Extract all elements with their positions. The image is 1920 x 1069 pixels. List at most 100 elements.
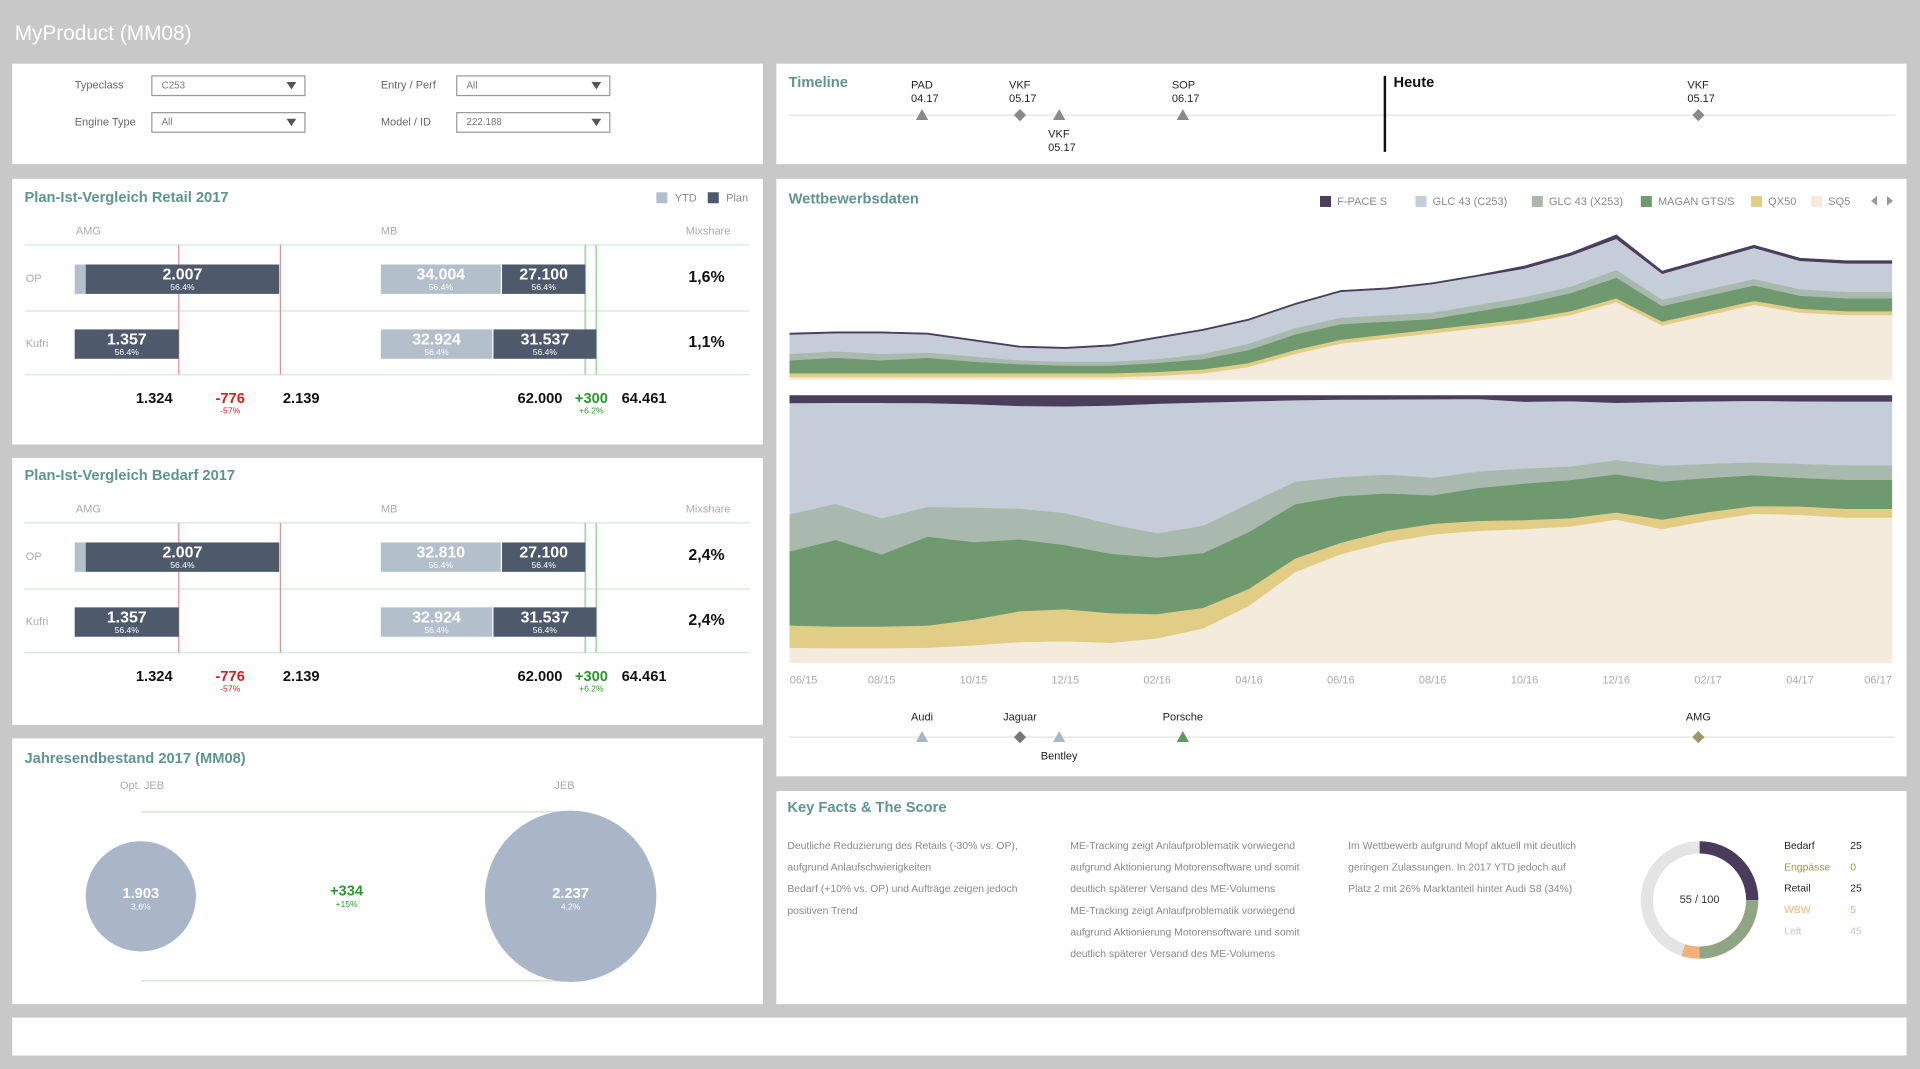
score-legend-value: 5 — [1850, 905, 1856, 916]
legend-label: GLC 43 (C253) — [1433, 196, 1508, 208]
fact-text: Bedarf (+10% vs. OP) und Aufträge zeigen… — [787, 884, 1017, 895]
fact-text: positiven Trend — [787, 906, 858, 917]
bar-value: 2.007 — [163, 267, 203, 284]
bar-value: 27.100 — [519, 545, 568, 562]
fact-text: deutlich späterer Versand des ME-Volumen… — [1070, 949, 1275, 960]
today-label: Heute — [1393, 75, 1434, 91]
event-label: Bentley — [1041, 751, 1078, 763]
delta: +300 — [575, 669, 608, 685]
filter-dropdown[interactable] — [456, 112, 611, 133]
filter-dropdown[interactable] — [151, 75, 306, 97]
fact-text: Deutliche Reduzierung des Retails (-30% … — [787, 841, 1017, 852]
event-label: Porsche — [1163, 711, 1203, 723]
total: 62.000 — [518, 669, 563, 685]
score-legend-label: Bedarf — [1784, 841, 1815, 852]
column-header: MB — [381, 503, 398, 515]
panel-title: Wettbewerbsdaten — [789, 191, 919, 207]
fact-text: aufgrund Aktionierung Motorensoftware un… — [1070, 863, 1299, 874]
bedarf-panel — [12, 457, 763, 725]
fact-text: deutlich späterer Versand des ME-Volumen… — [1070, 884, 1275, 895]
milestone-marker — [1013, 108, 1027, 122]
bar-percent: 56.4% — [424, 625, 449, 635]
event-label: Audi — [911, 711, 933, 723]
panel-title: Plan-Ist-Vergleich Bedarf 2017 — [24, 468, 235, 484]
column-header: MB — [381, 225, 398, 237]
score-legend-value: 45 — [1850, 927, 1862, 938]
bubble-value: 1.903 — [122, 886, 159, 902]
x-tick-label: 10/16 — [1511, 675, 1539, 687]
x-tick-label: 02/17 — [1694, 675, 1722, 687]
fact-text: aufgrund Aktionierung Motorensoftware un… — [1070, 928, 1299, 939]
stock-bubble — [85, 841, 196, 952]
bar-value: 32.810 — [416, 545, 465, 562]
bar-percent: 56.4% — [532, 282, 557, 292]
total: 64.461 — [622, 669, 667, 685]
bar-percent: 56.4% — [424, 347, 449, 357]
bar-percent: 56.4% — [170, 560, 195, 570]
milestone-name: PAD — [911, 80, 933, 92]
delta-percent: -57% — [220, 684, 240, 694]
bar-value: 34.004 — [416, 267, 465, 284]
milestone-marker — [1692, 108, 1705, 122]
score-legend-value: 25 — [1850, 841, 1862, 852]
x-tick-label: 12/16 — [1603, 675, 1631, 687]
milestone-marker — [1053, 108, 1066, 121]
x-tick-label: 06/15 — [790, 675, 818, 687]
panel-title: Jahresendbestand 2017 (MM08) — [24, 751, 245, 767]
bar-percent: 56.4% — [532, 560, 557, 570]
total: 2.139 — [283, 391, 320, 407]
delta: +300 — [575, 391, 608, 407]
bar-value: 32.924 — [412, 610, 461, 627]
timeline-panel — [776, 63, 1907, 165]
filter-panel — [12, 63, 763, 165]
bar-value: 31.537 — [521, 610, 570, 627]
column-header: JEB — [554, 780, 574, 792]
bar-value: 1.357 — [107, 610, 147, 627]
area — [789, 234, 1893, 349]
filter-value: 222.188 — [467, 117, 503, 128]
score-legend-value: 25 — [1850, 884, 1862, 895]
donut-segment — [1640, 841, 1759, 959]
legend-label: YTD — [675, 192, 697, 204]
mixshare: 1,1% — [688, 334, 724, 351]
fact-text: Platz 2 mit 26% Marktanteil hinter Audi … — [1348, 884, 1572, 895]
bar-segment — [74, 264, 86, 294]
dropdown-arrow — [591, 82, 602, 90]
row-label: Kufri — [26, 338, 49, 350]
filter-label: Engine Type — [75, 116, 136, 128]
filter-dropdown[interactable] — [151, 112, 306, 133]
stock-bubble — [484, 810, 657, 983]
milestone-name: VKF — [1009, 80, 1031, 92]
bar-percent: 56.4% — [533, 625, 558, 635]
bar — [493, 329, 597, 359]
delta-percent: -57% — [220, 406, 240, 416]
total: 62.000 — [518, 391, 563, 407]
legend-label: Plan — [726, 192, 748, 204]
mixshare: 2,4% — [688, 547, 724, 564]
legend-swatch — [1415, 195, 1427, 207]
x-tick-label: 08/15 — [868, 675, 896, 687]
legend-swatch — [707, 192, 719, 204]
fact-text: ME-Tracking zeigt Anlaufproblematik vorw… — [1070, 841, 1295, 852]
dropdown-arrow — [286, 82, 297, 90]
legend-swatch — [1640, 195, 1652, 207]
delta-percent: +6.2% — [579, 684, 604, 694]
x-tick-label: 06/17 — [1864, 675, 1892, 687]
legend-next[interactable] — [1886, 195, 1894, 206]
score: 55 / 100 — [1680, 894, 1720, 906]
milestone-name: VKF — [1687, 80, 1709, 92]
filter-label: Typeclass — [75, 80, 124, 92]
filter-value: All — [467, 80, 478, 91]
delta: +334 — [330, 883, 364, 899]
score-legend-label: Retail — [1784, 884, 1811, 895]
app-title: MyProduct (MM08) — [15, 22, 192, 45]
legend-prev[interactable] — [1871, 195, 1878, 206]
column-header: AMG — [76, 225, 101, 237]
x-tick-label: 02/16 — [1143, 675, 1171, 687]
delta-percent: +6.2% — [579, 406, 604, 416]
filter-dropdown[interactable] — [456, 75, 611, 97]
bar-percent: 56.4% — [533, 347, 558, 357]
bar — [380, 264, 501, 294]
panel-title: Timeline — [789, 75, 848, 91]
event-marker — [1692, 731, 1705, 744]
